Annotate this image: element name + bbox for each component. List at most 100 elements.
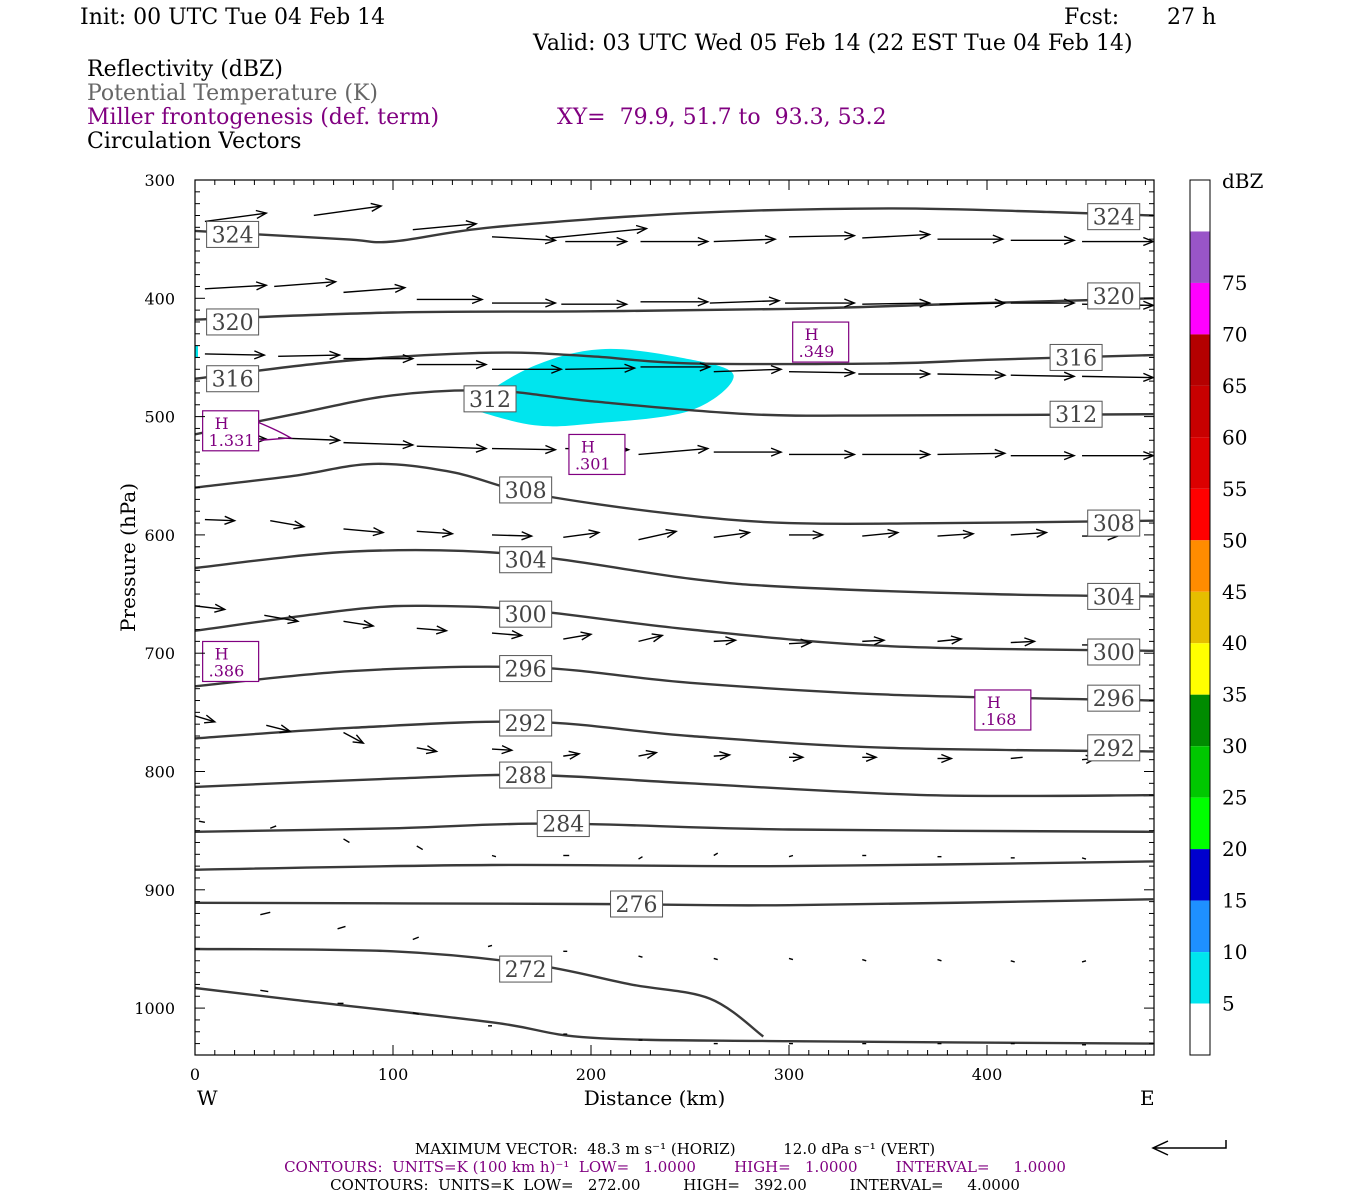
- theta-label-box-316: [1049, 343, 1103, 371]
- circulation-vector: [1081, 960, 1087, 963]
- colorbar-label: 45: [1222, 580, 1247, 604]
- circulation-vector: [862, 230, 932, 240]
- circulation-vector: [487, 944, 493, 948]
- y-tick-label: 1000: [134, 999, 175, 1018]
- colorbar-segment: [1190, 694, 1210, 747]
- colorbar-label: 35: [1222, 683, 1247, 707]
- y-tick-label: 900: [144, 881, 175, 900]
- theta-label-box-296: [1087, 684, 1141, 712]
- theta-label-292: 292: [505, 712, 547, 737]
- circulation-vector: [491, 235, 558, 245]
- circulation-vector: [563, 529, 601, 539]
- fronto-max-value: .301: [575, 454, 611, 473]
- theta-label-box-320: [206, 308, 260, 336]
- circulation-vector: [337, 925, 346, 930]
- circulation-vector: [939, 298, 1007, 308]
- colorbar-segment: [1190, 797, 1210, 850]
- circulation-vector: [713, 364, 783, 375]
- field-reflectivity: Reflectivity (dBZ): [87, 57, 283, 82]
- theta-label-304: 304: [505, 549, 547, 574]
- x-tick-label: 200: [576, 1065, 607, 1084]
- circulation-vector: [198, 820, 206, 824]
- colorbar-segment: [1190, 488, 1210, 541]
- colorbar-label: 5: [1222, 992, 1235, 1016]
- colorbar-label: 40: [1222, 631, 1247, 655]
- colorbar-label: 60: [1222, 425, 1247, 449]
- circulation-vector: [862, 449, 932, 460]
- circulation-vector: [937, 529, 976, 540]
- colorbar-segment: [1190, 540, 1210, 592]
- theta-label-box-324: [206, 220, 260, 248]
- fronto-max-box: [202, 410, 260, 452]
- theta-contour-272: [195, 947, 765, 1038]
- fronto-max-symbol: H: [987, 693, 1001, 712]
- fronto-max-box: [974, 689, 1032, 731]
- circulation-vector: [1010, 756, 1023, 760]
- circulation-vector: [638, 528, 678, 541]
- theta-label-308: 308: [1093, 512, 1135, 537]
- x-tick-label: 0: [190, 1065, 200, 1084]
- circulation-vector: [788, 957, 794, 961]
- circulation-vector: [638, 955, 643, 958]
- theta-label-324: 324: [212, 223, 254, 248]
- circulation-vector: [1010, 235, 1077, 245]
- circulation-vector: [1010, 960, 1015, 963]
- circulation-vector: [937, 753, 954, 764]
- y-tick-label: 800: [144, 763, 175, 782]
- circulation-vector: [862, 752, 879, 762]
- circulation-vector: [269, 825, 277, 829]
- theta-label-box-308: [1087, 509, 1141, 537]
- field-potential-temperature: Potential Temperature (K): [87, 81, 378, 106]
- fronto-max-value: .386: [209, 661, 245, 680]
- circulation-vector: [709, 296, 781, 306]
- cross-section-endpoints: XY= 79.9, 51.7 to 93.3, 53.2: [557, 105, 887, 130]
- theta-label-320: 320: [1093, 285, 1135, 310]
- theta-label-316: 316: [212, 368, 254, 393]
- valid-time: Valid: 03 UTC Wed 05 Feb 14 (22 EST Tue …: [533, 31, 1133, 56]
- fronto-contour: [258, 421, 293, 441]
- theta-contour-292: [195, 720, 1154, 753]
- circulation-vector: [412, 936, 419, 941]
- theta-contour-296: [195, 665, 1154, 702]
- theta-label-312: 312: [1055, 403, 1097, 428]
- circulation-vector: [1082, 372, 1154, 383]
- theta-label-box-304: [1087, 582, 1141, 610]
- circulation-vector: [713, 852, 719, 857]
- circulation-vector: [862, 298, 932, 308]
- circulation-vector: [264, 614, 300, 625]
- circulation-vector: [343, 838, 350, 844]
- circulation-vector: [638, 856, 643, 860]
- colorbar-label: 50: [1222, 528, 1247, 552]
- circulation-vector: [204, 515, 237, 525]
- theta-label-284: 284: [542, 813, 584, 838]
- y-tick-label: 600: [144, 526, 175, 545]
- circulation-vector: [343, 283, 407, 294]
- circulation-vector: [1010, 528, 1049, 538]
- theta-label-296: 296: [1093, 687, 1135, 712]
- circulation-vector: [788, 638, 813, 648]
- theta-contour-276: [195, 898, 1154, 907]
- circulation-vector: [1082, 450, 1154, 461]
- colorbar-label: 70: [1222, 322, 1247, 346]
- colorbar-label: 30: [1222, 734, 1247, 758]
- circulation-vector: [862, 528, 900, 539]
- circulation-vector: [343, 527, 385, 537]
- x-tick-label: 300: [774, 1065, 805, 1084]
- forecast-label: Fcst:: [1064, 5, 1120, 30]
- circulation-vector: [563, 750, 581, 760]
- circulation-vector: [937, 448, 1007, 459]
- circulation-vector: [862, 636, 886, 646]
- colorbar-segment: [1190, 1003, 1210, 1055]
- circulation-vector: [416, 625, 449, 635]
- theta-contour-284: [195, 822, 1154, 833]
- circulation-vector: [561, 299, 629, 309]
- theta-label-box-316: [206, 365, 260, 393]
- theta-label-box-292: [499, 709, 553, 737]
- colorbar: 5 10 15 20 25 30 35 40 45 50 55 60 65 70 75 dBZ: [1189, 169, 1264, 1056]
- circulation-vector: [551, 224, 649, 239]
- circulation-vector: [416, 294, 484, 305]
- theta-label-box-312: [1049, 400, 1103, 428]
- theta-label-box-272: [499, 955, 553, 983]
- circulation-vector: [565, 363, 637, 373]
